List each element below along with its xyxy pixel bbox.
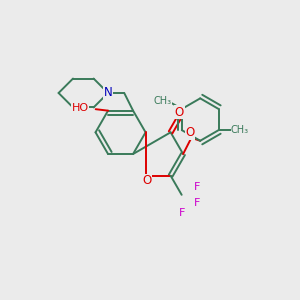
Text: O: O <box>142 175 152 188</box>
Text: CH₃: CH₃ <box>231 125 249 135</box>
Text: F: F <box>194 182 201 192</box>
Text: N: N <box>104 86 112 100</box>
Text: HO: HO <box>72 103 89 113</box>
Text: CH₃: CH₃ <box>154 96 172 106</box>
Text: O: O <box>175 106 184 118</box>
Text: O: O <box>185 126 194 139</box>
Text: F: F <box>179 208 185 218</box>
Text: F: F <box>194 198 201 208</box>
